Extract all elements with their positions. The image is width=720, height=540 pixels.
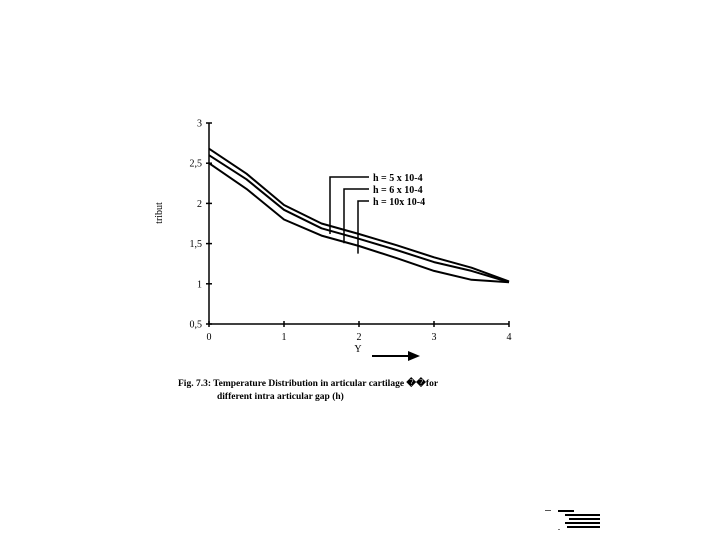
x-tick-label: 2 — [357, 332, 362, 343]
y-tick-label: 3 — [197, 119, 202, 130]
legend-leader-3 — [357, 200, 369, 254]
y-tick-labels: 0,5 1 1,5 2 2,5 3 — [190, 119, 203, 331]
figure-caption: Fig. 7.3: Temperature Distribution in ar… — [178, 378, 478, 404]
decorative-stripe-logo — [545, 510, 600, 530]
legend-label-3: h = 10x 10-4 — [373, 197, 425, 208]
y-axis-label: tribut — [154, 202, 165, 224]
x-tick-labels: 0 1 2 3 4 — [207, 332, 512, 343]
y-tick-label: 2 — [197, 199, 202, 210]
y-tick-label: 1 — [197, 279, 202, 290]
chart-axes — [206, 122, 510, 327]
caption-line-2: different intra articular gap (h) — [217, 392, 344, 402]
legend-label-1: h = 5 x 10-4 — [373, 173, 423, 184]
series-line-1 — [208, 147, 510, 283]
series-line-2 — [208, 154, 510, 284]
legend: h = 5 x 10-4h = 6 x 10-4h = 10x 10-4 — [329, 173, 425, 254]
series-lines — [208, 147, 510, 284]
y-tick-label: 1,5 — [190, 239, 203, 250]
y-tick-label: 0,5 — [190, 320, 203, 331]
x-axis-label: Y — [354, 344, 361, 355]
legend-leader-2 — [343, 188, 369, 244]
x-tick-label: 0 — [207, 332, 212, 343]
x-tick-label: 4 — [507, 332, 512, 343]
series-line-3 — [208, 162, 510, 284]
caption-line-1: Fig. 7.3: Temperature Distribution in ar… — [178, 379, 439, 389]
x-tick-label: 3 — [432, 332, 437, 343]
x-tick-label: 1 — [282, 332, 287, 343]
legend-leader-1 — [329, 176, 369, 234]
legend-label-2: h = 6 x 10-4 — [373, 185, 423, 196]
x-axis-arrowhead — [408, 351, 420, 361]
y-tick-label: 2,5 — [190, 159, 203, 170]
